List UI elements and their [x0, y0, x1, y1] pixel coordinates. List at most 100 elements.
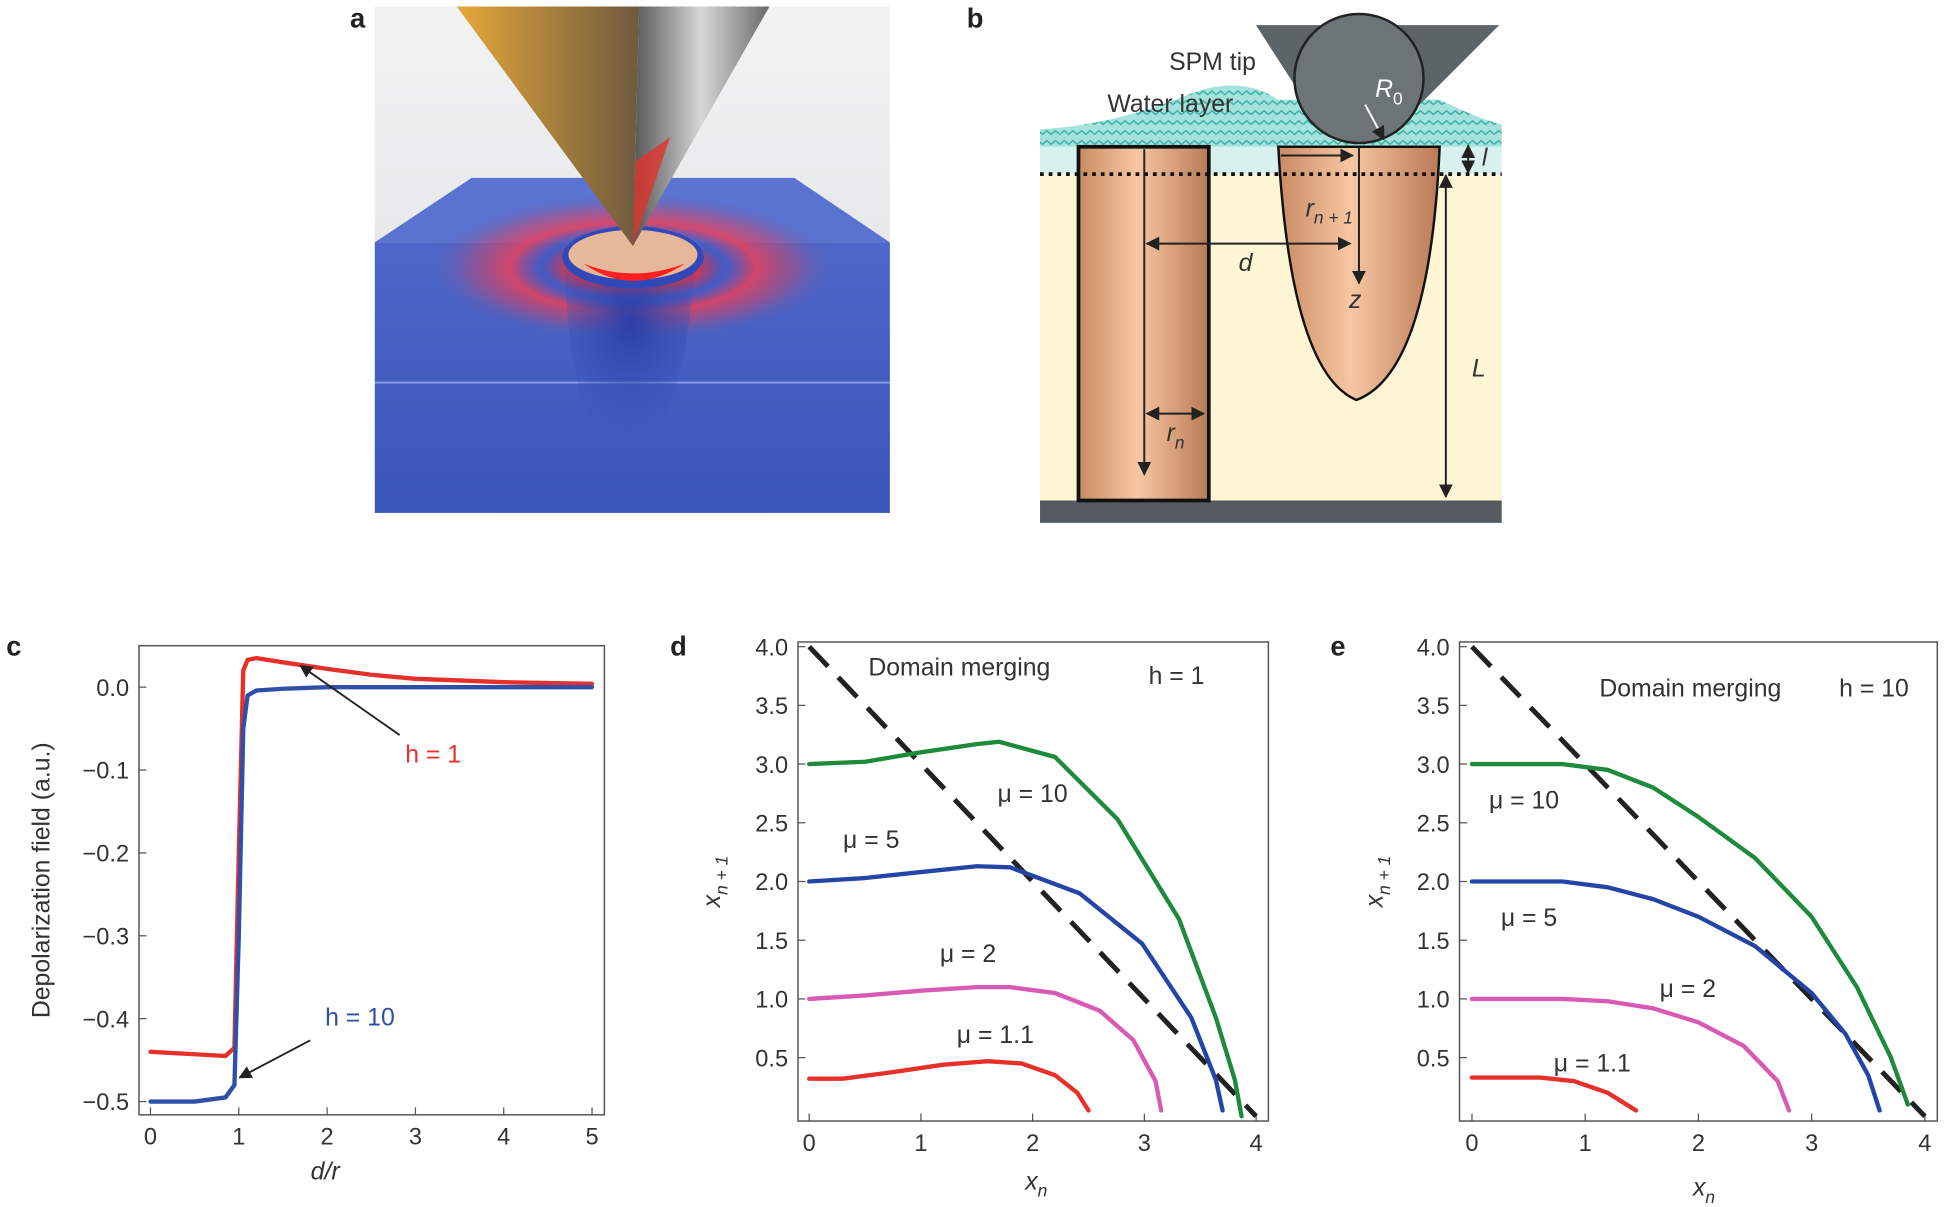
y-tick-label: −0.2: [83, 841, 130, 867]
chart-title: h = 10: [1839, 676, 1909, 703]
y-tick-label: 2.5: [755, 810, 788, 836]
y-tick-label: 0.5: [1417, 1045, 1450, 1071]
series-label: h = 10: [325, 1004, 395, 1031]
x-tick-label: 1: [914, 1130, 927, 1156]
subscript: n + 1: [1314, 208, 1353, 228]
panel-b-diagram: SPM tip Water layer R0 l rn + 1 d z L rn: [1040, 12, 1502, 523]
series-label: μ = 5: [843, 827, 899, 854]
plot-frame: [138, 644, 606, 1116]
panel-label: e: [1330, 631, 1345, 662]
y-axis-label: xn + 1: [699, 856, 731, 909]
y-tick-label: 4.0: [755, 634, 788, 660]
panel-a-render: [374, 6, 890, 513]
x-tick-label: 1: [232, 1124, 245, 1150]
symbol: x: [1692, 1174, 1707, 1201]
label-depth: z: [1348, 287, 1362, 314]
y-tick-label: 1.5: [1417, 928, 1450, 954]
y-tick-label: −0.1: [83, 758, 130, 784]
x-tick-label: 0: [803, 1130, 816, 1156]
subscript: n + 1: [711, 856, 731, 895]
y-tick-label: 4.0: [1417, 634, 1450, 660]
series-label: μ = 2: [940, 941, 996, 968]
x-tick-label: 3: [1138, 1130, 1151, 1156]
label-layer-thickness: l: [1482, 144, 1489, 171]
x-axis-label: xn: [1024, 1168, 1047, 1200]
label-next-radius: rn + 1: [1306, 195, 1353, 227]
x-tick-label: 2: [1026, 1130, 1039, 1156]
symbol: x: [1024, 1168, 1039, 1195]
symbol: x: [1362, 893, 1389, 908]
series-line: [1470, 644, 1927, 1119]
plot-frame: [797, 641, 1270, 1122]
y-tick-label: 3.5: [755, 693, 788, 719]
subscript: 0: [1393, 89, 1403, 109]
series-line: [1469, 761, 1911, 1107]
y-tick-label: 2.0: [755, 869, 788, 895]
x-tick-label: 5: [585, 1124, 598, 1150]
series-line: [1469, 879, 1882, 1113]
y-tick-label: 3.5: [1417, 693, 1450, 719]
x-tick-label: 4: [497, 1124, 510, 1150]
series-label: μ = 1.1: [957, 1022, 1034, 1049]
label-spm-tip: SPM tip: [1169, 49, 1256, 76]
y-tick-label: 0.0: [96, 675, 129, 701]
panel-label: d: [670, 631, 687, 662]
x-tick-label: 4: [1250, 1130, 1263, 1156]
x-tick-label: 1: [1579, 1130, 1592, 1156]
symbol: r: [1167, 420, 1177, 447]
panel-label: a: [350, 3, 366, 34]
series-line: [148, 655, 595, 1059]
series-line: [1469, 996, 1792, 1113]
series-line: [1469, 1075, 1639, 1113]
label-radius: rn: [1167, 420, 1185, 452]
series-line: [148, 684, 595, 1104]
x-tick-label: 0: [1465, 1130, 1478, 1156]
y-tick-label: 1.0: [755, 987, 788, 1013]
panel-label: c: [6, 631, 21, 662]
label-film-thickness: L: [1472, 355, 1486, 382]
y-tick-label: 3.0: [1417, 752, 1450, 778]
y-tick-label: −0.3: [83, 923, 130, 949]
x-tick-label: 3: [1805, 1130, 1818, 1156]
y-tick-label: 1.0: [1417, 987, 1450, 1013]
y-tick-label: −0.5: [83, 1089, 130, 1115]
series-label: μ = 1.1: [1554, 1050, 1631, 1077]
x-tick-label: 0: [144, 1124, 157, 1150]
y-tick-label: −0.4: [83, 1006, 130, 1032]
label-water-layer: Water layer: [1107, 91, 1233, 118]
symbol: x: [699, 893, 726, 908]
symbol: R: [1375, 76, 1393, 103]
series-label: Domain merging: [868, 654, 1050, 681]
label-distance: d: [1239, 250, 1254, 277]
series-line: [807, 984, 1164, 1113]
symbol: r: [1306, 195, 1316, 222]
series-line: [807, 644, 1258, 1119]
series-label: h = 1: [405, 741, 461, 768]
series-line: [807, 739, 1244, 1119]
x-tick-label: 2: [1692, 1130, 1705, 1156]
subscript: n: [1175, 432, 1185, 452]
series-label: Domain merging: [1599, 676, 1781, 703]
x-tick-label: 2: [321, 1124, 334, 1150]
x-tick-label: 3: [409, 1124, 422, 1150]
chart-title: h = 1: [1149, 663, 1205, 690]
series-label: μ = 10: [1489, 787, 1559, 814]
series-label: μ = 10: [997, 781, 1067, 808]
y-axis-label: xn + 1: [1362, 856, 1394, 908]
series-line: [807, 864, 1225, 1113]
label-tip-radius: R0: [1375, 76, 1403, 108]
series-label: μ = 2: [1660, 976, 1716, 1003]
series-label: μ = 5: [1501, 905, 1557, 932]
subscript: n + 1: [1374, 856, 1394, 895]
subscript: n: [1038, 1181, 1048, 1201]
y-tick-label: 2.0: [1417, 869, 1450, 895]
panel-label: b: [967, 3, 984, 34]
series-line: [807, 1059, 1091, 1113]
subscript: n: [1705, 1187, 1715, 1207]
y-tick-label: 2.5: [1417, 810, 1450, 836]
y-tick-label: 3.0: [755, 752, 788, 778]
y-axis-label: Depolarization field (a.u.): [29, 742, 56, 1018]
x-axis-label: d/r: [311, 1158, 342, 1185]
annotation-arrow: [299, 664, 401, 736]
